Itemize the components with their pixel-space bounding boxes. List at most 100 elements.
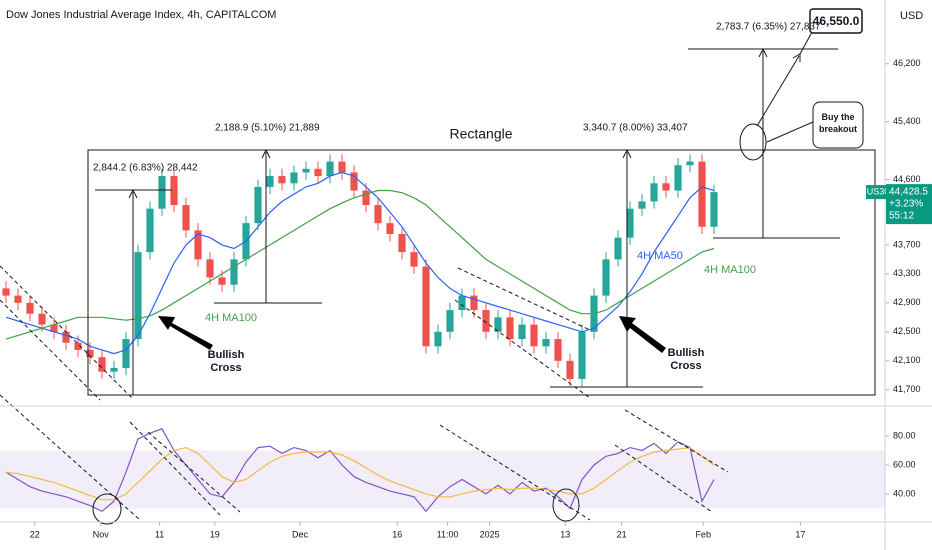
candle-body <box>386 223 394 235</box>
candle-body <box>518 324 526 340</box>
series-line <box>5 428 715 513</box>
candle-body <box>506 317 514 340</box>
measure-label: 2,844.2 (6.83%) 28,442 <box>93 163 198 174</box>
candle-body <box>98 357 106 372</box>
candle-body <box>410 252 418 267</box>
candle-body <box>122 339 130 369</box>
candle-body <box>290 172 298 184</box>
candle-body <box>86 349 94 358</box>
candle-body <box>458 295 466 311</box>
candle-body <box>482 310 490 332</box>
channel-line <box>439 424 591 521</box>
plot-area <box>0 154 885 513</box>
candle-body <box>230 259 238 285</box>
candle-body <box>38 313 46 325</box>
target-label: 46,550.0 <box>813 14 860 28</box>
candle-body <box>146 208 154 253</box>
x-tick-label: 2025 <box>480 529 500 539</box>
candle-body <box>542 339 550 347</box>
candle-body <box>50 324 58 332</box>
callout-line <box>766 121 814 143</box>
countdown-label: 55:12 <box>889 211 914 222</box>
candle-body <box>314 168 322 177</box>
series-line <box>5 446 715 501</box>
candle-body <box>554 339 562 361</box>
x-tick-label: Dec <box>292 529 309 539</box>
y-tick-label: 44,600 <box>893 174 921 184</box>
candle-body <box>362 190 370 206</box>
candle-body <box>662 183 670 191</box>
candle-body <box>2 288 10 296</box>
last-price-label: 44,428.5 <box>889 187 928 198</box>
channel-line <box>614 444 713 513</box>
series-line <box>5 171 715 355</box>
y-tick-label: 43,700 <box>893 239 921 249</box>
candle-body <box>446 310 454 332</box>
y-tick-label: 46,200 <box>893 58 921 68</box>
candle-body <box>674 165 682 191</box>
candle-body <box>470 295 478 311</box>
channel-line <box>0 299 101 401</box>
y-tick-label: 40.00 <box>893 488 916 498</box>
x-tick-label: Nov <box>93 529 110 539</box>
arrow-head <box>758 47 768 58</box>
arrow-head <box>622 148 632 159</box>
circle-marker <box>552 488 580 522</box>
rsi-band <box>0 450 885 509</box>
axes: 46,200 45,400 44,600 43,700 43,300 42,900 42,5… <box>30 58 932 539</box>
candle-body <box>710 192 718 227</box>
ma-label: 4H MA100 <box>205 312 257 324</box>
candle-body <box>326 161 334 177</box>
y-tick-label: 42,500 <box>893 326 921 336</box>
candle-body <box>302 168 310 173</box>
callout-line <box>799 31 813 55</box>
x-tick-label: 11:00 <box>437 529 459 539</box>
candle-body <box>698 161 706 227</box>
measure-label: 2,783.7 (6.35%) 27,837 <box>716 22 821 33</box>
candle-body <box>254 186 262 224</box>
y-tick-label: 60.00 <box>893 459 916 469</box>
x-tick-label: 19 <box>210 529 220 539</box>
candle-body <box>602 259 610 296</box>
x-tick-label: 16 <box>392 529 402 539</box>
y-tick-label: 41,700 <box>893 384 921 394</box>
cross-line-text: Cross <box>210 362 241 374</box>
target-box <box>809 8 863 34</box>
cross-line-text: Bullish <box>208 349 245 361</box>
candle-body <box>494 317 502 332</box>
y-tick-label: 80.00 <box>893 430 916 440</box>
arrow-head <box>261 148 271 159</box>
callout-line-text: breakout <box>819 124 857 134</box>
channel-line <box>147 431 241 513</box>
candle-body <box>194 230 202 260</box>
cross-label: Bullish Cross <box>668 347 705 372</box>
x-tick-label: 13 <box>560 529 570 539</box>
channel-line <box>624 409 729 473</box>
candle-body <box>26 302 34 314</box>
price-tag <box>886 184 932 225</box>
candle-body <box>422 266 430 347</box>
candle-body <box>338 161 346 173</box>
candle-body <box>278 176 286 184</box>
cross-label: Bullish Cross <box>208 349 245 374</box>
measure-label: 3,340.7 (8.00%) 33,407 <box>583 123 688 134</box>
candle-body <box>638 201 646 209</box>
candle-body <box>218 277 226 285</box>
candle-body <box>398 234 406 253</box>
channel-line <box>129 421 221 516</box>
candle-body <box>158 176 166 209</box>
candle-body <box>110 368 118 372</box>
ma-label: 4H MA100 <box>704 264 756 276</box>
candle-body <box>170 176 178 206</box>
y-tick-label: 45,400 <box>893 116 921 126</box>
candle-body <box>578 331 586 379</box>
x-tick-label: 21 <box>617 529 627 539</box>
y-tick-label: 42,900 <box>893 297 921 307</box>
rectangle-pattern <box>87 149 876 396</box>
candle-body <box>566 360 574 379</box>
candle-body <box>266 176 274 187</box>
change-label: +3.23% <box>889 199 923 210</box>
x-tick-label: 17 <box>795 529 805 539</box>
